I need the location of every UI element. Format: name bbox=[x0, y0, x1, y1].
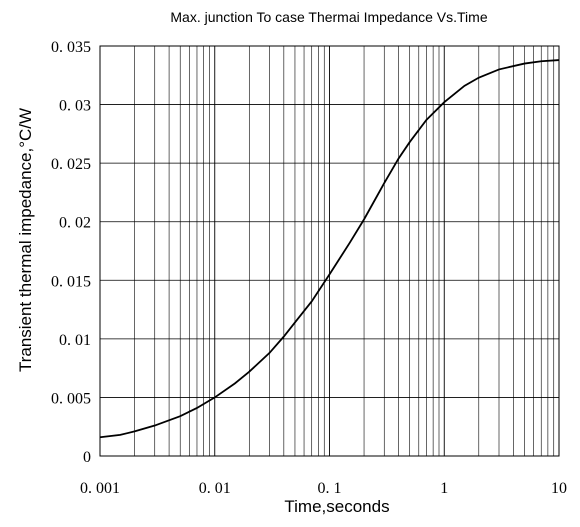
x-tick-label: 10 bbox=[551, 480, 567, 497]
y-tick-label: 0. 015 bbox=[51, 273, 91, 290]
y-tick-label: 0 bbox=[83, 449, 91, 466]
plot-area-border bbox=[99, 45, 560, 457]
y-tick-label: 0. 01 bbox=[59, 332, 91, 349]
x-tick-label: 0. 01 bbox=[199, 480, 231, 497]
y-tick-labels: 0 0. 005 0. 01 0. 015 0. 02 0. 025 0. 03 0. 035 bbox=[51, 39, 91, 466]
impedance-curve bbox=[99, 59, 560, 439]
x-tick-label: 0. 1 bbox=[318, 480, 342, 497]
y-tick-label: 0. 02 bbox=[59, 215, 91, 232]
y-tick-label: 0. 025 bbox=[51, 156, 91, 173]
y-tick-label: 0. 035 bbox=[51, 39, 91, 56]
y-tick-label: 0. 005 bbox=[51, 390, 91, 407]
x-tick-labels: 0. 001 0. 01 0. 1 1 10 bbox=[80, 480, 567, 497]
y-tick-label: 0. 03 bbox=[59, 98, 91, 115]
grid bbox=[99, 45, 560, 457]
x-axis-label: Time,seconds bbox=[284, 497, 389, 516]
x-tick-label: 1 bbox=[440, 480, 448, 497]
chart-title: Max. junction To case Thermai Impedance … bbox=[170, 9, 487, 25]
x-tick-label: 0. 001 bbox=[80, 480, 120, 497]
y-axis-label: Transient thermal impedance,°C/W bbox=[16, 108, 35, 372]
